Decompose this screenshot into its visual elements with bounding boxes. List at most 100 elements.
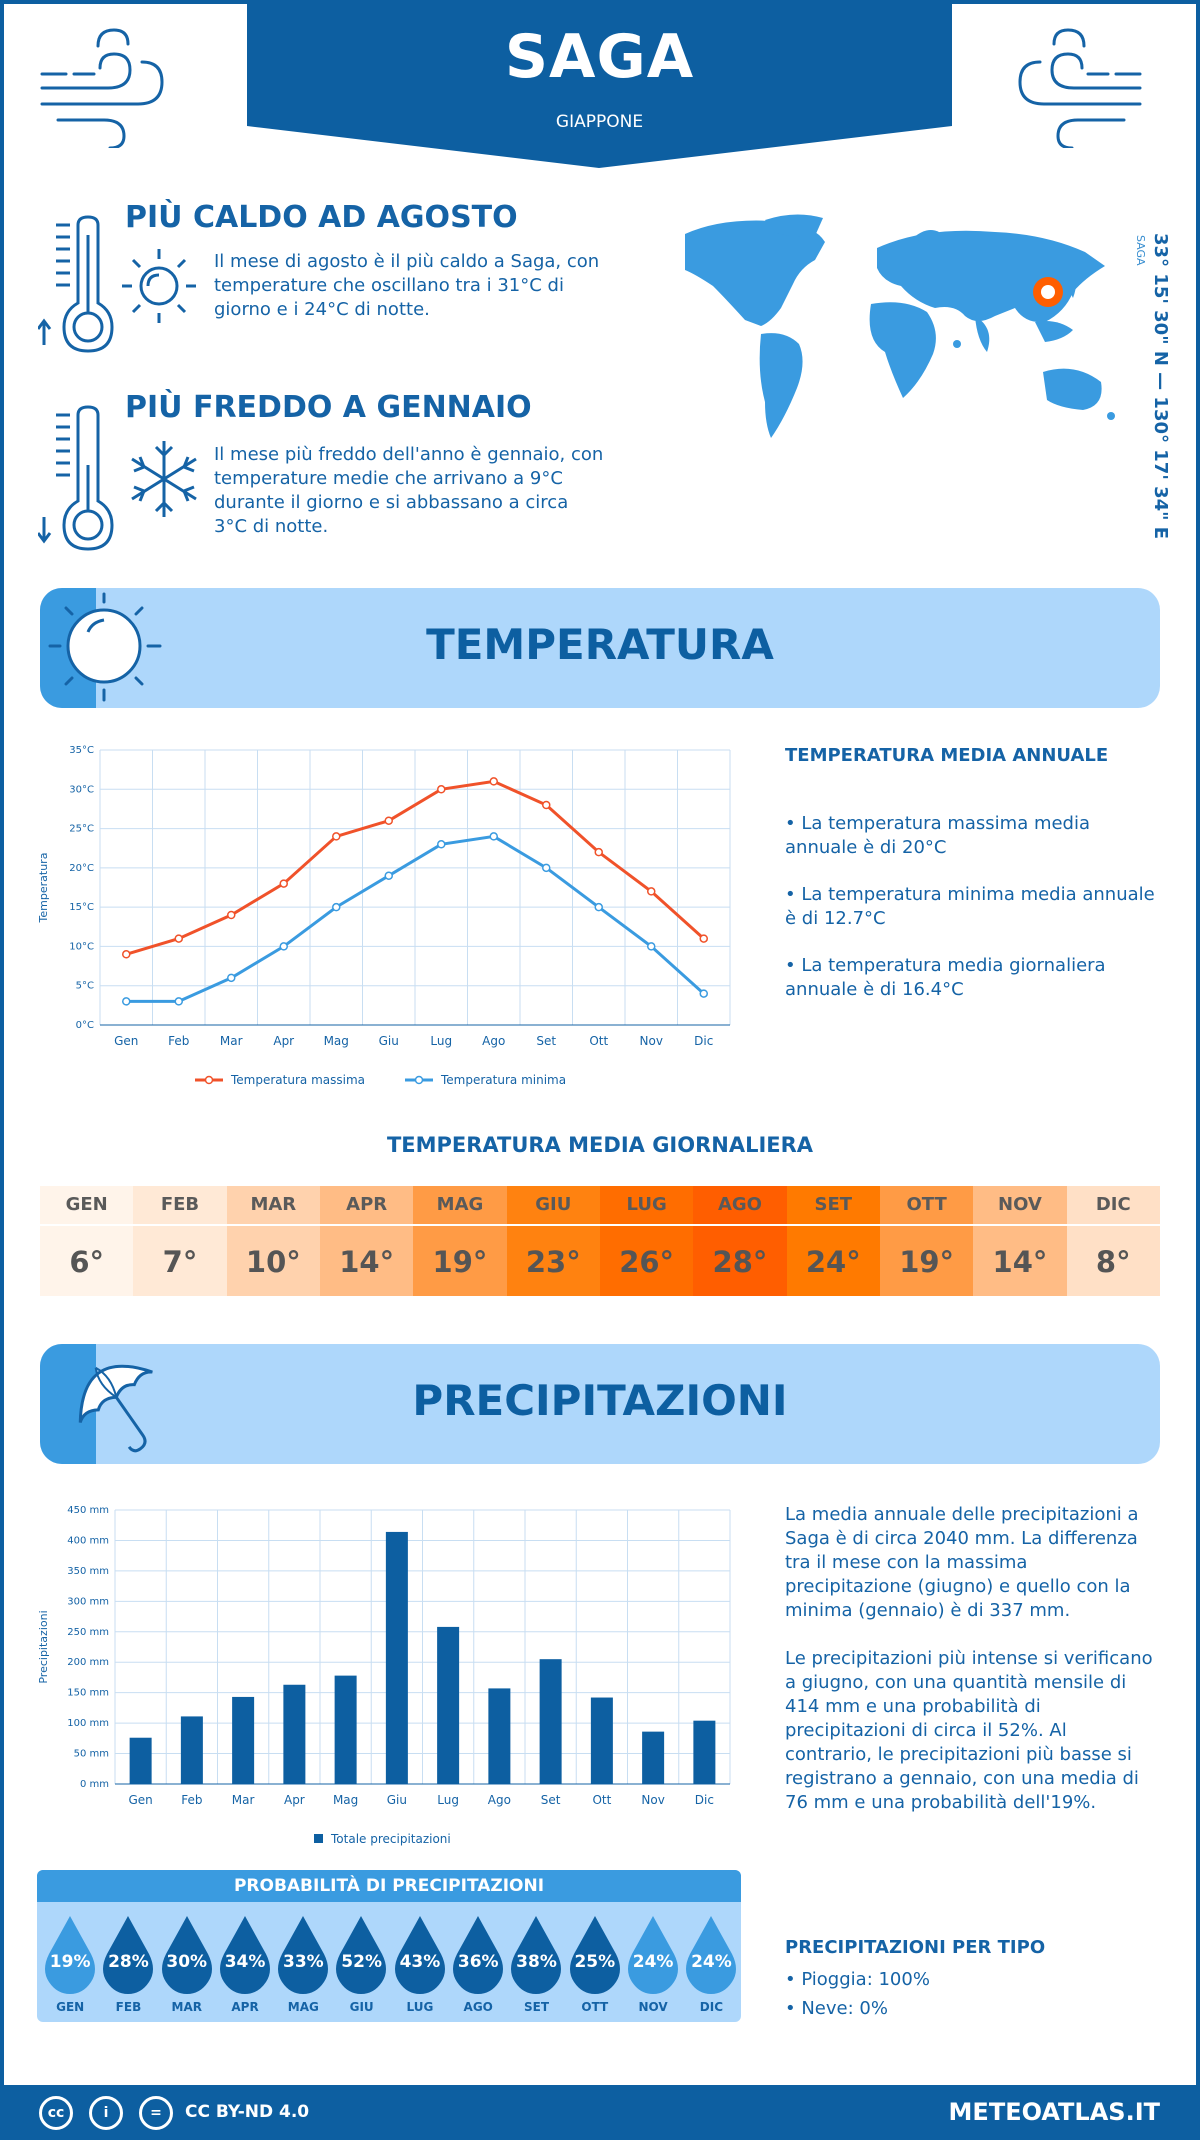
probability-month: AGO [463,2000,493,2014]
coldest-title: PIÙ FREDDO A GENNAIO [125,390,532,425]
precip-probability-box: PROBABILITÀ DI PRECIPITAZIONI 19% GEN 28% F… [37,1870,741,2022]
probability-value: 52% [341,1952,382,1972]
probability-value: 43% [399,1952,441,1972]
thermometer-cold-icon [38,405,114,551]
daily-temp-month: SET [814,1194,853,1215]
raindrop-icon [45,1916,95,1994]
x-tick-label: Feb [168,1034,189,1048]
temp-info-min: • La temperatura minima media annuale è … [785,884,1155,929]
daily-temp-cell: GIU 23° [506,1186,600,1296]
thermometer-hot-icon [38,215,114,353]
y-tick-label: 150 mm [67,1688,109,1699]
raindrop-icon [336,1916,387,1994]
wind-icon [1018,28,1142,148]
y-tick-label: 200 mm [67,1657,109,1668]
y-tick-label: 25°C [69,824,94,835]
data-point [647,887,656,896]
country-subtitle: GIAPPONE [555,112,644,132]
daily-temp-month: GEN [65,1194,108,1215]
probability-month: FEB [115,2000,142,2014]
y-tick-label: 20°C [69,863,94,874]
sun-large-icon [40,588,162,708]
probability-drop: 34% APR [216,1914,274,2022]
raindrop-icon [627,1916,678,1994]
daily-temp-month: AGO [717,1194,762,1215]
y-tick-label: 5°C [76,981,94,992]
data-point [489,777,498,786]
y-axis-label: Precipitazioni [37,1610,50,1683]
daily-temp-table: GEN 6° FEB 7° MAR 10° APR 14° MAG 19° GIU 23° LUG 26°… [40,1186,1160,1296]
precipitation-bar [590,1697,613,1784]
x-tick-label: Giu [379,1034,399,1048]
precipitation-bar [437,1626,460,1784]
data-point [332,832,341,841]
x-tick-label: Ago [482,1034,505,1048]
map-city-label: SAGA [1134,235,1147,266]
y-tick-label: 350 mm [67,1566,109,1577]
probability-drop: 19% GEN [41,1914,99,2022]
x-tick-label: Lug [430,1034,452,1048]
precipitation-banner [40,1344,1160,1464]
daily-temp-value: 14° [319,1224,414,1298]
temperature-title: TEMPERATURA [426,620,774,669]
daily-temp-value: 26° [599,1224,694,1298]
precip-summary: La media annuale delle precipitazioni a … [785,1504,1139,1621]
data-point [174,997,183,1006]
data-point [384,816,393,825]
temperature-chart: 0°C 5°C 10°C 15°C 20°C 25°C 30°C 35°C Gen Feb Mar A… [37,745,731,1087]
raindrop-icon [278,1916,329,1994]
data-point [594,847,603,857]
precipitation-bar [488,1688,511,1784]
legend-marker [414,1075,424,1085]
probability-month: OTT [581,2000,609,2014]
precip-type-rain: • Pioggia: 100% [785,1969,930,1990]
legend-swatch [314,1834,323,1843]
legend-label: Totale precipitazioni [330,1832,451,1846]
temp-info-mean: • La temperatura media giornaliera annua… [785,955,1106,1000]
x-tick-label: Nov [640,1034,663,1048]
daily-temp-value: 24° [786,1224,880,1298]
data-point [279,942,288,951]
probability-drop: 52% GIU [332,1914,390,2022]
probability-month: SET [524,2000,550,2014]
precipitation-bar [385,1531,408,1784]
y-tick-label: 300 mm [67,1596,109,1607]
legend-label: Temperatura minima [440,1073,566,1087]
probability-value: 34% [224,1952,266,1972]
probability-month: LUG [406,2000,434,2014]
header-banner [247,0,952,168]
x-tick-label: Apr [273,1034,294,1048]
daily-temp-month: NOV [998,1194,1042,1215]
probability-value: 38% [516,1952,557,1972]
x-tick-label: Nov [641,1793,664,1807]
raindrop-icon [453,1916,504,1994]
x-tick-label: Set [536,1034,556,1048]
data-point [384,871,393,880]
site-link[interactable]: METEOATLAS.IT [948,2098,1160,2126]
city-title: SAGA [504,22,695,92]
precip-probability-drops: 19% GEN 28% FEB 30% MAR 34% APR 33% MAG 52% GIU 43% L… [37,1914,741,2022]
y-tick-label: 100 mm [67,1718,109,1729]
data-point [542,863,551,873]
precipitation-bar [334,1675,357,1784]
probability-drop: 24% NOV [624,1914,682,2022]
x-tick-label: Ott [592,1793,611,1807]
daily-temp-value: 7° [133,1224,227,1298]
probability-value: 19% [49,1952,91,1972]
daily-temp-month: FEB [160,1194,200,1215]
data-point [699,934,708,943]
x-tick-label: Feb [181,1793,202,1807]
precipitation-bar [693,1720,716,1784]
daily-temp-month: GIU [535,1194,572,1215]
daily-temp-month: MAR [250,1194,297,1215]
precipitation-bar [642,1731,665,1784]
precip-type-title: PRECIPITAZIONI PER TIPO [785,1937,1046,1958]
precipitation-bar [180,1716,203,1784]
precipitation-bar [283,1684,306,1784]
daily-temp-cell: LUG 26° [599,1186,694,1298]
probability-month: GEN [56,2000,85,2014]
data-point [594,902,603,912]
data-point [489,832,498,841]
x-tick-label: Apr [284,1793,305,1807]
data-point [122,950,131,959]
